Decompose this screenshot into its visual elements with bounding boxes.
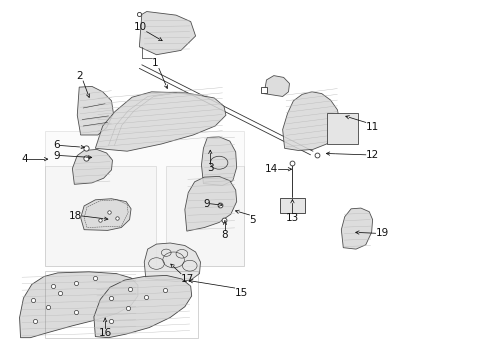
Polygon shape (81, 199, 131, 230)
Text: 9: 9 (53, 150, 60, 161)
Text: 1: 1 (152, 58, 159, 68)
Bar (326, 113, 358, 144)
Text: 13: 13 (285, 213, 299, 223)
Polygon shape (95, 92, 225, 151)
Text: 12: 12 (365, 150, 378, 160)
Text: 4: 4 (21, 154, 28, 164)
Text: 9: 9 (203, 199, 210, 209)
Polygon shape (144, 243, 200, 282)
Polygon shape (45, 166, 156, 266)
Polygon shape (166, 166, 244, 266)
Polygon shape (20, 272, 138, 338)
Polygon shape (341, 208, 372, 249)
Text: 6: 6 (53, 140, 60, 150)
Text: 8: 8 (221, 230, 228, 240)
Text: 5: 5 (249, 215, 256, 225)
Text: 2: 2 (76, 71, 83, 81)
Polygon shape (72, 149, 112, 184)
Polygon shape (184, 176, 236, 231)
Polygon shape (94, 275, 191, 338)
Text: 17: 17 (181, 274, 194, 284)
Text: 19: 19 (375, 228, 388, 238)
Polygon shape (77, 86, 113, 135)
Text: 14: 14 (264, 164, 277, 174)
Text: 16: 16 (98, 328, 112, 338)
Bar (279, 198, 305, 213)
Polygon shape (264, 76, 289, 96)
Text: 18: 18 (69, 211, 82, 221)
Polygon shape (282, 92, 339, 150)
Polygon shape (201, 137, 236, 185)
Text: 3: 3 (206, 163, 213, 173)
Text: 15: 15 (234, 288, 247, 298)
Text: 11: 11 (365, 122, 378, 132)
Polygon shape (139, 12, 195, 55)
Text: 10: 10 (133, 22, 146, 32)
Polygon shape (45, 131, 244, 266)
